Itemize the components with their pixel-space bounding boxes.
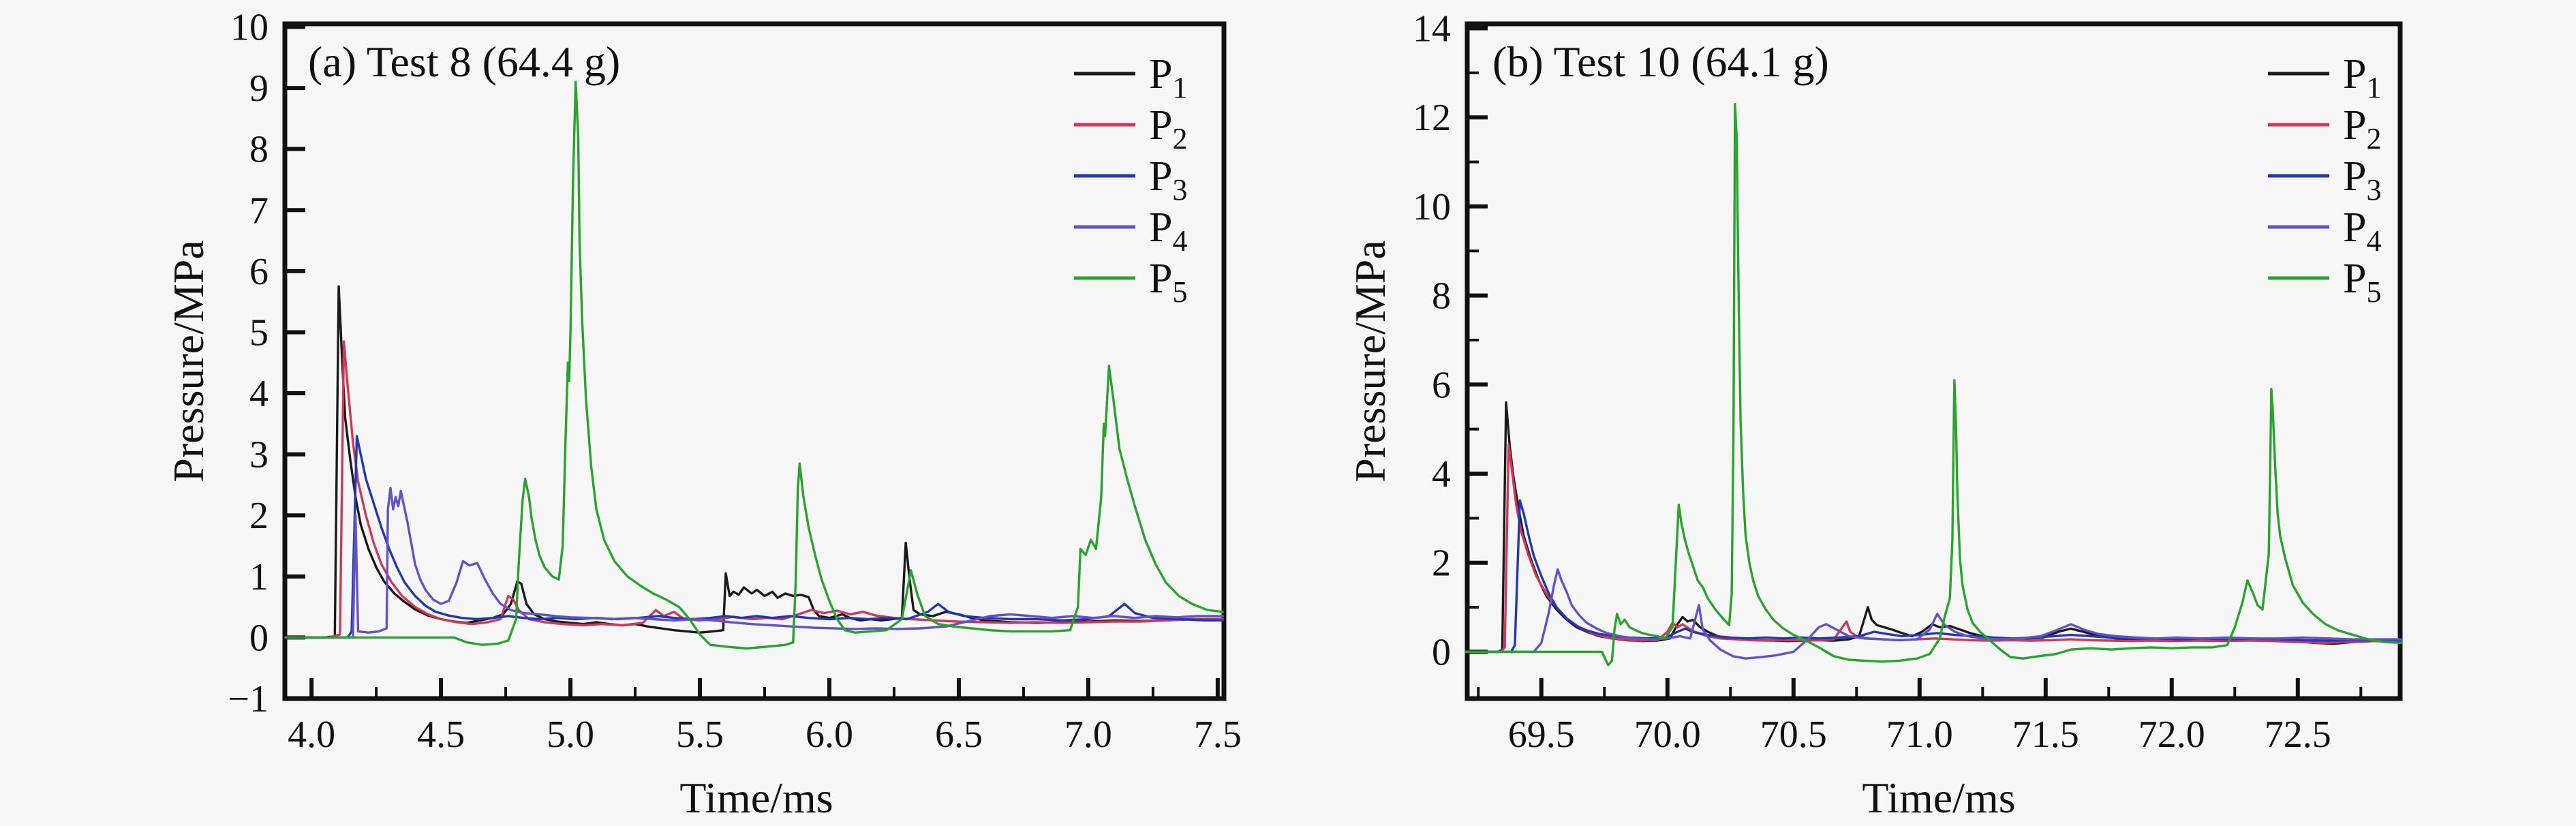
legend-label-P3: P3	[1149, 153, 1187, 206]
panel-a-xlabel: Time/ms	[679, 774, 833, 822]
panel-a-series-group	[284, 80, 1225, 650]
panel-b-ytick-label-12: 12	[1413, 97, 1451, 139]
legend-label-P1: P1	[2343, 51, 2381, 104]
panel-b-frame	[1465, 21, 2403, 701]
panel-b-trace-P4	[1465, 568, 2403, 660]
panel-b-trace-P1	[1465, 401, 2403, 654]
panel-b-axes: 69.5 70.0 70.5 71.0 71.5 72.0 72.5 0 2 4 6 8 10 12 14	[1413, 8, 2403, 756]
legend-label-P5: P5	[2343, 256, 2381, 309]
panel-a-ytick-label-5: 5	[249, 311, 269, 354]
panel-b-xlabel: Time/ms	[1862, 774, 2015, 822]
legend-label-P2: P2	[2343, 102, 2381, 155]
panel-a-trace-P5	[284, 80, 1225, 650]
legend-label-P4: P4	[2343, 204, 2381, 258]
panel-b-xtick-label-70.0: 70.0	[1634, 714, 1701, 756]
panel-b-ytick-label-0: 0	[1432, 631, 1451, 673]
panel-a-title: (a) Test 8 (64.4 g)	[308, 37, 620, 86]
panel-b-xtick-label-70.5: 70.5	[1760, 714, 1827, 756]
panel-b-ytick-label-10: 10	[1413, 186, 1451, 228]
panel-a-ytick-label-−1: −1	[228, 678, 269, 720]
panel-a-ytick-label-3: 3	[249, 434, 269, 476]
panel-a-xtick-label-7.0: 7.0	[1064, 714, 1112, 756]
legend-label-P5: P5	[1149, 256, 1187, 309]
panel-a-axes: 4.0 4.5 5.0 5.5 6.0 6.5 7.0 7.5 −1 0 1 2 3 4 5 6 7 8 9 10	[228, 6, 1241, 756]
panel-a-ytick-label-7: 7	[249, 189, 269, 232]
legend-label-P3: P3	[2343, 153, 2381, 206]
panel-b-xtick-label-69.5: 69.5	[1508, 714, 1575, 756]
panel-a-ylabel: Pressure/MPa	[164, 240, 213, 483]
panel-a-trace-P3	[284, 435, 1225, 639]
panel-b-trace-P5	[1465, 102, 2403, 667]
panel-a-ytick-label-6: 6	[249, 251, 269, 293]
legend-label-P2: P2	[1149, 102, 1187, 155]
panel-b-xtick-label-72.0: 72.0	[2138, 714, 2205, 756]
panel-b-title: (b) Test 10 (64.1 g)	[1492, 37, 1829, 86]
panel-a-xtick-label-6.0: 6.0	[806, 714, 853, 756]
panel-a-ytick-label-9: 9	[249, 67, 269, 110]
panel-b-series-group	[1465, 102, 2403, 667]
panel-b-ytick-label-14: 14	[1413, 8, 1451, 50]
panel-b-xtick-label-71.5: 71.5	[2012, 714, 2079, 756]
panel-b-xtick-label-72.5: 72.5	[2265, 714, 2331, 756]
panel-a-ytick-label-4: 4	[249, 373, 269, 415]
panel-a-xtick-label-4.0: 4.0	[288, 714, 335, 756]
panel-a-ytick-label-8: 8	[249, 129, 269, 171]
panel-a-xtick-label-4.5: 4.5	[417, 714, 465, 756]
panel-b-ylabel: Pressure/MPa	[1346, 240, 1394, 483]
panel-b-xtick-label-71.0: 71.0	[1886, 714, 1953, 756]
panel-a-xtick-label-6.5: 6.5	[935, 714, 983, 756]
panel-b-ytick-label-8: 8	[1432, 275, 1451, 318]
panel-b-ytick-label-2: 2	[1432, 542, 1451, 585]
panel-b-trace-P3	[1465, 499, 2403, 654]
panel-a-ytick-label-0: 0	[249, 617, 269, 659]
panel-b-ytick-label-4: 4	[1432, 453, 1451, 495]
panel-a-trace-P4	[284, 487, 1225, 639]
panel-a: 4.0 4.5 5.0 5.5 6.0 6.5 7.0 7.5 −1 0 1 2 3 4 5 6 7 8 9 10 P…	[164, 6, 1242, 822]
panel-a-ytick-label-1: 1	[249, 556, 269, 598]
panel-b-ytick-label-6: 6	[1432, 364, 1451, 406]
legend-label-P1: P1	[1149, 51, 1187, 104]
panel-a-frame	[282, 21, 1227, 701]
panel-a-ytick-label-2: 2	[249, 495, 269, 537]
panel-a-trace-P1	[284, 285, 1225, 639]
panel-a-xtick-label-7.5: 7.5	[1194, 714, 1242, 756]
legend-label-P4: P4	[1149, 204, 1187, 258]
panel-a-xtick-label-5.5: 5.5	[676, 714, 724, 756]
panel-a-ytick-label-10: 10	[230, 6, 269, 48]
panel-a-xtick-label-5.0: 5.0	[547, 714, 594, 756]
panel-b: 69.5 70.0 70.5 71.0 71.5 72.0 72.502468101214 …	[1346, 8, 2403, 822]
